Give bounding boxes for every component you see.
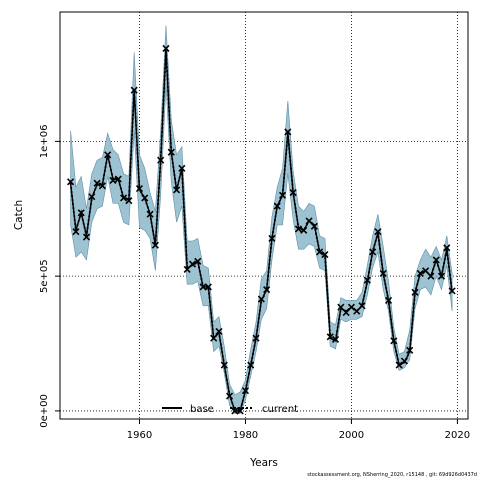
observed-point	[204, 283, 212, 291]
x-axis: 1960 1980 2000 2020	[127, 419, 470, 441]
observed-point	[173, 186, 181, 194]
observed-point	[353, 307, 361, 315]
observed-point	[427, 272, 435, 280]
observed-point	[135, 184, 144, 193]
observed-point	[162, 44, 170, 52]
observed-point	[183, 265, 191, 273]
observed-point	[331, 335, 340, 344]
legend-current-label: current	[262, 404, 298, 415]
observed-point	[199, 283, 207, 291]
observed-point	[247, 361, 255, 369]
observed-point	[82, 233, 91, 241]
x-tick-label: 2020	[445, 430, 470, 441]
y-tick-label: 5e+05	[39, 259, 50, 293]
observed-point	[72, 228, 80, 236]
observed-point	[151, 241, 159, 249]
observed-point	[406, 346, 414, 354]
plot-frame	[59, 11, 469, 420]
x-tick-label: 2000	[339, 430, 364, 441]
observed-point	[215, 327, 223, 335]
x-tick-label: 1980	[233, 430, 258, 441]
observed-point	[422, 267, 430, 275]
footer-credit: stockassessment.org, NSherring_2020, r15…	[307, 472, 477, 478]
observed-point	[411, 288, 419, 296]
observed-point	[98, 182, 106, 190]
observed-point	[257, 295, 265, 303]
observed-point	[379, 269, 387, 278]
legend: base current	[162, 404, 298, 415]
x-tick-label: 1960	[127, 430, 152, 441]
observed-point	[400, 357, 408, 365]
observed-markers	[67, 44, 456, 415]
observed-point	[178, 164, 186, 172]
observed-point	[437, 272, 446, 280]
observed-point	[167, 148, 175, 156]
observed-point	[358, 302, 366, 310]
observed-point	[342, 308, 350, 317]
observed-point	[347, 303, 355, 311]
observed-point	[125, 197, 133, 205]
observed-point	[284, 128, 292, 136]
observed-point	[384, 296, 393, 304]
observed-point	[321, 251, 329, 259]
observed-point	[220, 361, 228, 369]
observed-point	[114, 175, 122, 183]
observed-point	[374, 228, 382, 236]
observed-point	[416, 269, 424, 278]
x-axis-label: Years	[249, 457, 278, 469]
legend-base-label: base	[190, 404, 214, 415]
observed-point	[263, 286, 271, 294]
observed-point	[300, 226, 308, 234]
observed-point	[231, 407, 239, 415]
observed-point	[93, 179, 101, 187]
observed-point	[194, 257, 202, 265]
observed-point	[268, 234, 276, 242]
observed-point	[210, 334, 218, 342]
observed-point	[77, 209, 85, 217]
y-tick-label: 1e+06	[39, 125, 50, 159]
observed-point	[390, 337, 398, 345]
confidence-band	[70, 25, 453, 414]
observed-point	[448, 287, 456, 295]
y-axis-label: Catch	[13, 200, 25, 230]
observed-point	[109, 176, 117, 185]
observed-point	[67, 178, 75, 186]
observed-point	[289, 189, 297, 197]
observed-point	[326, 333, 334, 341]
y-tick-label: 0e+00	[39, 394, 50, 428]
observed-point	[316, 248, 324, 256]
observed-point	[310, 222, 318, 230]
observed-point	[305, 217, 313, 225]
observed-point	[157, 156, 165, 164]
observed-point	[104, 151, 112, 159]
observed-point	[395, 361, 403, 369]
y-axis: 0e+00 5e+05 1e+06	[39, 125, 60, 428]
uncertainty-band	[70, 25, 453, 414]
observed-point	[273, 202, 281, 210]
observed-point	[188, 260, 197, 268]
observed-point	[225, 392, 234, 400]
observed-point	[363, 276, 371, 284]
observed-point	[146, 210, 154, 218]
observed-point	[130, 86, 138, 94]
observed-point	[241, 387, 250, 395]
observed-point	[141, 194, 149, 202]
observed-point	[294, 225, 303, 233]
observed-point	[432, 256, 440, 264]
observed-point	[443, 244, 451, 252]
observed-point	[337, 303, 345, 311]
observed-point	[278, 191, 287, 199]
observed-point	[369, 248, 377, 256]
observed-point	[120, 194, 128, 202]
observed-point	[88, 193, 96, 201]
observed-point	[252, 334, 260, 342]
